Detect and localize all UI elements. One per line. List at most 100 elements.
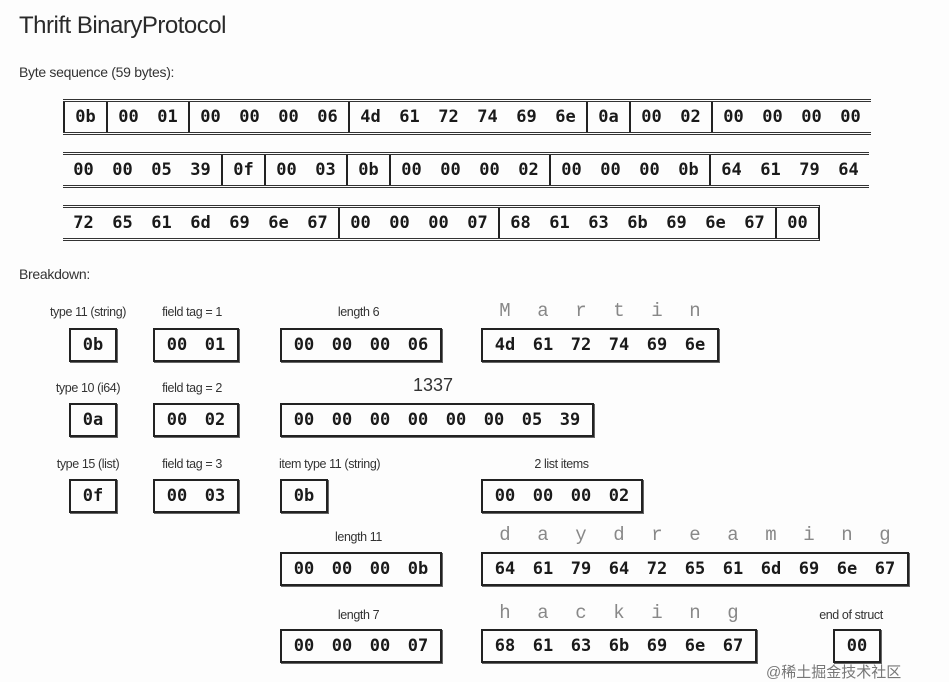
ascii-letter: n [689, 300, 701, 322]
ascii-letter: i [803, 524, 815, 546]
byte: 00 [331, 410, 353, 430]
label-length-7: length 7 [337, 608, 380, 622]
byte: 67 [307, 213, 328, 233]
ascii-letter: n [689, 602, 701, 624]
byte: 00 [278, 107, 299, 127]
label-item-type: item type 11 (string) [279, 457, 381, 471]
byte-sequence-row-1: 0b 00 01 00 00 00 06 4d 61 72 74 69 6e 0a 00 02 00 00 00 00 [63, 99, 871, 135]
byte: 00 [723, 107, 744, 127]
byte: 00 [369, 636, 391, 656]
byte: 0a [598, 107, 619, 127]
box-i64-value: 00 00 00 00 00 00 05 39 [280, 403, 594, 437]
ascii-letter: a [727, 524, 739, 546]
ascii-letter: r [575, 300, 587, 322]
ascii-letter: i [651, 300, 663, 322]
box-daydreaming: 64 61 79 64 72 65 61 6d 69 6e 67 [481, 552, 909, 586]
byte-group: 72 65 61 6d 69 6e 67 [63, 208, 338, 238]
byte: 00 [801, 107, 822, 127]
byte: 02 [204, 410, 226, 430]
byte-group: 00 00 00 00 [711, 102, 871, 132]
byte: 00 [293, 410, 315, 430]
byte: 6e [555, 107, 576, 127]
byte-group: 0f [221, 155, 264, 185]
byte: 00 [445, 410, 467, 430]
ascii-letter: h [499, 602, 511, 624]
byte: 64 [838, 160, 859, 180]
byte: 74 [608, 335, 630, 355]
label-end-of-struct: end of struct [819, 608, 883, 622]
byte: 0f [82, 486, 104, 506]
byte: 02 [680, 107, 701, 127]
byte-group: 00 00 00 06 [188, 102, 348, 132]
box-length-6: 00 00 00 06 [280, 328, 442, 362]
byte: 02 [518, 160, 539, 180]
byte: 6e [836, 559, 858, 579]
byte: 00 [369, 410, 391, 430]
byte: 00 [118, 107, 139, 127]
box-field-tag-2: 00 02 [153, 403, 239, 437]
byte: 00 [73, 160, 94, 180]
byte-group: 00 01 [106, 102, 188, 132]
byte: 01 [204, 335, 226, 355]
byte: 00 [166, 410, 188, 430]
byte: 79 [799, 160, 820, 180]
byte-group: 00 00 00 07 [338, 208, 498, 238]
byte-group: 64 61 79 64 [709, 155, 869, 185]
ascii-letter: c [575, 602, 587, 624]
byte: 00 [407, 410, 429, 430]
ascii-letter: y [575, 524, 587, 546]
byte: 65 [684, 559, 706, 579]
byte: 6e [268, 213, 289, 233]
byte: 0b [82, 335, 104, 355]
byte: 00 [293, 636, 315, 656]
byte: 05 [151, 160, 172, 180]
byte: 00 [112, 160, 133, 180]
byte: 63 [588, 213, 609, 233]
byte: 39 [190, 160, 211, 180]
byte: 72 [438, 107, 459, 127]
byte: 64 [608, 559, 630, 579]
byte: 00 [369, 335, 391, 355]
ascii-letter: d [613, 524, 625, 546]
box-hacking: 68 61 63 6b 69 6e 67 [481, 629, 757, 663]
byte-group: 0b [346, 155, 389, 185]
byte: 02 [608, 486, 630, 506]
byte: 00 [293, 559, 315, 579]
byte: 00 [787, 213, 808, 233]
byte-group: 00 02 [629, 102, 711, 132]
label-type-i64: type 10 (i64) [55, 381, 121, 395]
byte: 63 [570, 636, 592, 656]
ascii-letter: d [499, 524, 511, 546]
byte: 67 [744, 213, 765, 233]
byte: 00 [483, 410, 505, 430]
box-type-string: 0b [69, 328, 117, 362]
ascii-letter: i [651, 602, 663, 624]
byte: 05 [521, 410, 543, 430]
byte: 61 [399, 107, 420, 127]
byte: 0b [358, 160, 379, 180]
byte: 67 [722, 636, 744, 656]
byte: 00 [331, 559, 353, 579]
label-field-tag-2: field tag = 2 [162, 381, 222, 395]
ascii-letter: a [537, 300, 549, 322]
ascii-letter: r [651, 524, 663, 546]
byte: 0b [75, 107, 96, 127]
byte: 07 [407, 636, 429, 656]
byte: 68 [494, 636, 516, 656]
box-field-tag-1: 00 01 [153, 328, 239, 362]
byte: 03 [204, 486, 226, 506]
byte: 4d [360, 107, 381, 127]
ascii-letter: k [613, 602, 625, 624]
byte: 61 [532, 636, 554, 656]
byte-group: 00 00 00 0b [549, 155, 709, 185]
ascii-letter: g [879, 524, 891, 546]
byte: 6d [190, 213, 211, 233]
byte: 6d [760, 559, 782, 579]
byte-group: 0b [63, 102, 106, 132]
byte: 72 [570, 335, 592, 355]
ascii-letter: a [537, 524, 549, 546]
byte-group: 00 03 [264, 155, 346, 185]
byte: 00 [166, 335, 188, 355]
box-type-list: 0f [69, 479, 117, 513]
